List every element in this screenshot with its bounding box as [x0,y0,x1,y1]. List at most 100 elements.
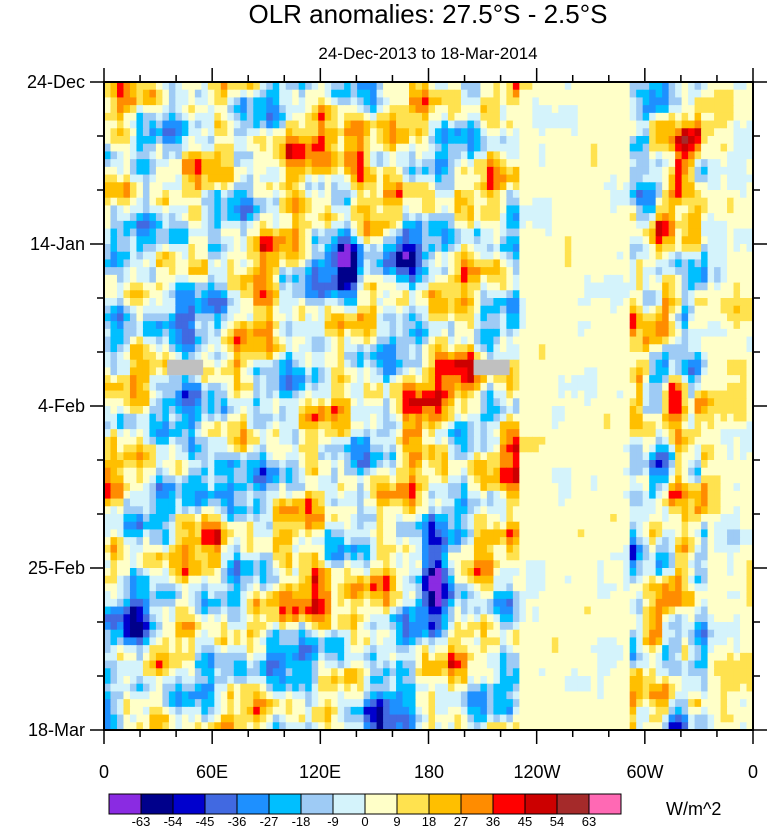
heat-cell [357,444,365,453]
heat-cell [272,444,280,453]
heat-cell [480,236,488,245]
heat-cell [597,82,605,91]
heat-cell [292,336,300,345]
heat-cell [402,313,410,322]
heat-cell [292,97,300,106]
heat-cell [402,367,410,376]
heat-cell [740,89,748,99]
heat-cell [344,375,352,384]
heat-cell [499,182,507,191]
heat-cell [396,282,404,291]
heat-cell [201,190,209,199]
heat-cell [467,228,475,237]
heat-cell [441,382,449,392]
heat-cell [227,190,235,199]
heat-cell [538,267,546,276]
heat-cell [155,421,164,430]
heat-cell [486,382,494,392]
heat-cell [480,406,488,415]
heat-cell [662,143,670,153]
heat-cell [110,452,118,461]
heat-cell [681,375,689,384]
heat-cell [214,429,222,438]
heat-cell [344,159,352,168]
heat-cell [305,143,313,153]
heat-cell [460,421,469,430]
heat-cell [168,97,176,106]
heat-cell [298,344,306,353]
heat-cell [214,228,222,237]
heat-cell [688,421,696,430]
heat-cell [571,251,579,261]
heat-cell [701,305,709,315]
heat-cell [629,259,637,268]
heat-cell [181,413,189,423]
heat-cell [506,244,514,253]
heat-cell [415,460,423,469]
heat-cell [629,328,637,338]
heat-cell [480,182,488,191]
heat-cell [558,220,566,230]
heat-cell [318,421,326,430]
heat-cell [181,136,189,145]
heat-cell [285,205,293,214]
heat-cell [422,382,430,392]
heat-cell [597,406,605,415]
heat-cell [473,220,482,230]
heat-cell [694,220,702,230]
heat-cell [668,429,676,438]
heat-cell [201,436,209,446]
heat-cell [688,120,696,129]
heat-cell [532,367,540,376]
heat-cell [668,220,676,230]
heat-cell [318,128,326,137]
heat-cell [597,305,605,315]
heat-cell [590,305,598,315]
heat-cell [162,413,170,423]
heat-cell [272,359,280,369]
heat-cell [207,452,215,461]
heat-cell [473,190,482,199]
heat-cell [454,174,462,183]
heat-cell [441,305,449,315]
heat-cell [642,305,650,315]
heat-cell [454,421,462,430]
heat-cell [720,136,728,145]
heat-cell [564,274,572,284]
heat-cell [506,190,514,199]
heat-cell [590,190,598,199]
heat-cell [227,166,235,176]
heat-cell [616,251,624,261]
heat-cell [331,298,339,307]
heat-cell [207,382,215,392]
heat-cell [129,344,138,353]
heat-cell [434,390,443,399]
heat-cell [240,452,248,461]
heat-cell [142,367,151,376]
heat-cell [253,151,261,160]
heat-cell [357,174,365,183]
heat-cell [389,444,397,453]
heat-cell [298,298,306,307]
heat-cell [279,205,287,214]
heat-cell [357,298,365,307]
heat-cell [649,197,657,207]
heat-cell [649,228,657,237]
heat-cell [415,375,423,384]
heat-cell [285,460,293,469]
heat-cell [655,290,663,299]
heat-cell [746,151,753,160]
heat-cell [623,136,631,145]
heat-cell [473,259,482,268]
heat-cell [720,313,728,322]
heat-cell [649,82,657,91]
heat-cell [136,321,144,330]
heat-cell [428,151,436,160]
heat-cell [383,321,391,330]
heat-cell [175,336,183,345]
heat-cell [603,143,611,153]
heat-cell [519,174,527,183]
heat-cell [331,220,339,230]
heat-cell [305,190,313,199]
heat-cell [129,328,138,338]
